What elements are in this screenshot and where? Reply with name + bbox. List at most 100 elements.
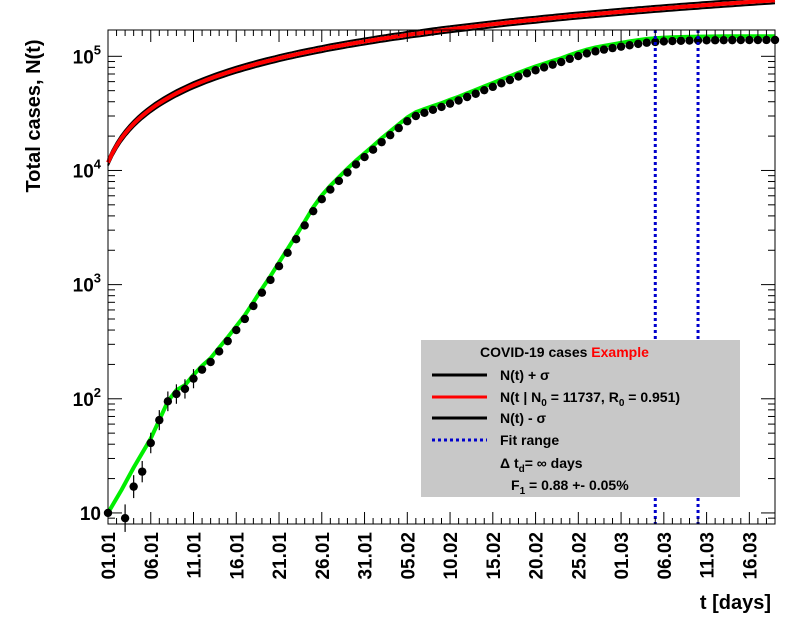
data-point (582, 49, 592, 58)
data-point (138, 467, 147, 476)
data-point (685, 36, 694, 45)
x-tick-label: 06.03 (655, 532, 676, 580)
x-tick-label: 26.01 (313, 532, 334, 580)
data-point (616, 42, 626, 51)
data-point (146, 438, 155, 448)
data-point (591, 47, 600, 56)
legend-text-part: = 0.951) (624, 389, 680, 405)
x-tick-label: 01.03 (612, 532, 633, 580)
data-point (180, 384, 190, 394)
red-model-band (106, 0, 776, 166)
y-axis-title: Total cases, N(t) (23, 40, 45, 193)
data-point (189, 374, 198, 383)
data-point (351, 160, 361, 169)
data-point (668, 36, 677, 46)
y-tick-label: 105 (73, 42, 101, 68)
note-text: Δ t (500, 455, 519, 471)
y-tick-exponent: 5 (94, 42, 101, 57)
x-tick-label: 15.02 (484, 532, 505, 580)
data-point (753, 35, 763, 45)
y-tick-base: 10 (73, 276, 94, 297)
data-point (377, 137, 386, 147)
data-point (257, 288, 267, 297)
data-point (249, 301, 258, 311)
data-point (471, 89, 480, 98)
data-point (462, 92, 472, 102)
data-point (710, 36, 720, 45)
note-text: = 0.88 +- 0.05% (525, 477, 629, 493)
data-point (522, 69, 532, 78)
y-tick-base: 10 (73, 390, 94, 411)
legend-entry-label: N(t | N0 = 11737, R0 = 0.951) (500, 389, 680, 409)
axes: 01.01 06.01 11.01 16.01 21.01 26.01 31.01 05.02… (73, 29, 776, 580)
x-tick-label: 21.01 (270, 532, 291, 580)
data-point (223, 336, 232, 346)
y-tick-label: 10 (80, 504, 101, 525)
legend-title-main: COVID-19 cases (480, 344, 591, 360)
data-point (736, 35, 745, 45)
data-point (454, 96, 463, 105)
data-point (240, 314, 250, 324)
y-tick-label: 103 (73, 271, 101, 297)
data-point (539, 63, 549, 72)
data-point (514, 72, 523, 81)
data-point (266, 275, 275, 285)
data-points (103, 35, 780, 532)
legend-text-part: N(t | N (500, 389, 541, 405)
data-point (480, 85, 489, 95)
data-point (633, 39, 643, 49)
data-point (608, 43, 617, 53)
data-point (309, 206, 318, 216)
data-point (326, 185, 335, 194)
data-point (728, 35, 737, 45)
data-point (343, 168, 352, 177)
data-point (300, 221, 309, 230)
legend-entry-label: Fit range (500, 432, 559, 448)
x-tick-label: 16.03 (740, 532, 761, 580)
data-point (334, 176, 344, 186)
data-point (505, 75, 515, 85)
data-point (548, 60, 557, 69)
x-tick-label: 11.03 (698, 532, 719, 579)
data-point (762, 35, 771, 45)
data-point (497, 79, 506, 88)
data-point (437, 102, 446, 112)
x-tick-label: 01.01 (99, 532, 120, 580)
data-point (317, 195, 326, 204)
legend-title-highlight: Example (591, 344, 649, 360)
legend-title: COVID-19 cases Example (480, 344, 649, 360)
x-tick-label: 05.02 (398, 532, 419, 580)
x-tick-label: 10.02 (441, 532, 462, 580)
data-point (676, 36, 686, 45)
y-tick-base: 10 (80, 504, 101, 525)
data-point (642, 38, 651, 47)
model-line (106, 0, 776, 164)
data-point (232, 325, 241, 335)
x-tick-label: 31.01 (356, 532, 377, 580)
data-point (693, 36, 703, 45)
y-tick-base: 10 (73, 47, 94, 68)
data-point (394, 123, 403, 133)
data-point (488, 82, 498, 92)
x-tick-label: 25.02 (569, 532, 590, 580)
green-fit-curve (106, 34, 775, 514)
model-plus-sigma-line (107, 0, 750, 160)
data-point (565, 54, 574, 64)
y-tick-exponent: 3 (94, 271, 101, 286)
green-line (106, 34, 775, 514)
data-point (163, 397, 173, 406)
x-tick-label: 06.01 (142, 532, 163, 580)
data-point (385, 130, 395, 140)
data-point (625, 41, 634, 50)
data-point (531, 66, 540, 75)
fit-range-lines (653, 30, 700, 524)
data-point (291, 234, 301, 244)
data-point (129, 482, 138, 491)
note-subscript: 1 (520, 486, 526, 497)
data-point (172, 389, 181, 399)
note-text: = ∞ days (525, 455, 583, 471)
data-point (197, 365, 207, 374)
data-point (403, 117, 412, 126)
